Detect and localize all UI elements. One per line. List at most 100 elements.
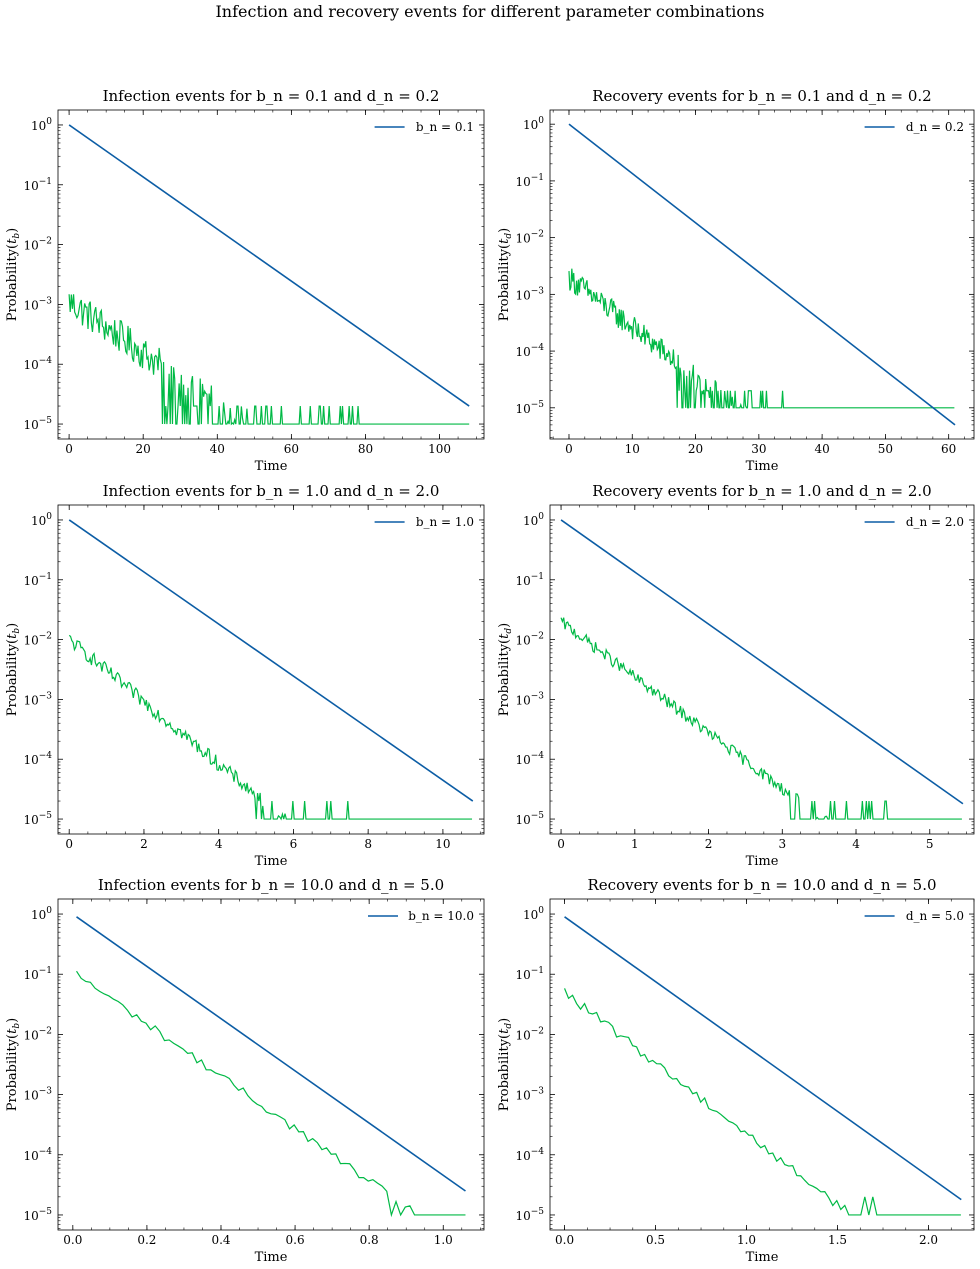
y-tick-label: 100 [523,116,544,132]
x-axis: 0 1 2 3 4 5 Time [557,505,967,869]
legend: b_n = 0.1 [374,120,474,134]
theory-series-line [68,124,470,407]
legend-label: b_n = 0.1 [416,120,474,134]
axes-frame [549,898,975,1231]
theory-series-line [76,916,466,1192]
x-axis-label: Time [746,854,779,869]
y-axis: 10−5 10−4 10−3 10−2 10−1 100 Probability(td) [497,512,974,833]
legend-label: d_n = 2.0 [906,515,964,529]
subplot-4: Recovery events for b_n = 1.0 and d_n = … [497,482,975,869]
x-axis-label: Time [746,1250,779,1265]
y-tick-label: 10−1 [23,572,52,588]
x-axis-label: Time [746,459,779,474]
plot-area [568,123,956,426]
x-tick-label: 0 [557,837,565,851]
y-axis: 10−5 10−4 10−3 10−2 10−1 100 Probability(td) [497,906,974,1229]
subplot-1: Infection events for b_n = 0.1 and d_n =… [5,87,485,474]
plot-area [560,519,964,821]
y-tick-label: 10−5 [515,811,544,827]
y-tick-label: 10−4 [515,343,544,359]
y-tick-label: 10−2 [515,230,544,246]
subplot-2: Recovery events for b_n = 0.1 and d_n = … [497,87,975,474]
legend: b_n = 1.0 [374,515,474,529]
x-tick-label: 0.0 [555,1233,574,1247]
y-tick-label: 10−3 [23,296,52,312]
y-axis-label: Probability(tb) [5,1018,22,1111]
x-tick-label: 0.8 [360,1233,379,1247]
axes-frame [57,898,485,1231]
legend-label: b_n = 10.0 [408,909,474,923]
y-tick-label: 10−1 [515,966,544,982]
y-tick-label: 10−2 [23,632,52,648]
y-tick-label: 10−5 [23,1207,52,1223]
empirical-series-line [68,634,473,821]
empirical-series-line [76,970,466,1218]
y-tick-label: 10−1 [23,966,52,982]
theory-series-line [564,916,962,1201]
theory-series-line [560,519,964,805]
y-axis-label: Probability(td) [497,228,514,321]
y-tick-label: 10−2 [23,1026,52,1042]
plot-area [564,916,962,1216]
x-tick-label: 8 [364,837,372,851]
x-axis: 0 2 4 6 8 10 Time [65,505,481,869]
y-tick-label: 10−2 [23,237,52,253]
subplot-title: Infection events for b_n = 1.0 and d_n =… [103,482,440,500]
subplot-title: Recovery events for b_n = 10.0 and d_n =… [588,876,937,894]
legend: d_n = 5.0 [864,909,964,923]
x-tick-label: 80 [358,442,373,456]
y-tick-label: 10−3 [23,691,52,707]
x-tick-label: 50 [878,442,893,456]
x-tick-label: 1 [631,837,639,851]
y-axis: 10−5 10−4 10−3 10−2 10−1 100 Probability(tb) [5,512,484,833]
plot-area [68,124,470,426]
subplot-title: Infection events for b_n = 10.0 and d_n … [98,876,444,894]
legend-label: d_n = 5.0 [906,909,964,923]
y-tick-label: 10−2 [515,1026,544,1042]
y-axis: 10−5 10−4 10−3 10−2 10−1 100 Probability(tb) [5,906,484,1229]
y-tick-label: 100 [523,512,544,528]
x-axis-label: Time [255,1250,288,1265]
x-tick-label: 10 [625,442,640,456]
y-tick-label: 100 [31,117,52,133]
y-tick-label: 10−3 [515,1087,544,1103]
subplot-title: Recovery events for b_n = 1.0 and d_n = … [592,482,931,500]
x-tick-label: 0.5 [646,1233,665,1247]
x-axis-label: Time [255,459,288,474]
x-tick-label: 2 [705,837,713,851]
y-tick-label: 10−4 [515,751,544,767]
y-tick-label: 10−4 [23,751,52,767]
subplot-5: Infection events for b_n = 10.0 and d_n … [5,876,485,1265]
empirical-series-line [568,268,955,409]
y-tick-label: 10−5 [23,416,52,432]
x-tick-label: 4 [215,837,223,851]
legend: d_n = 0.2 [864,120,964,134]
x-tick-label: 0 [65,442,73,456]
x-tick-label: 20 [688,442,703,456]
y-tick-label: 10−3 [23,1087,52,1103]
y-axis-label: Probability(td) [497,623,514,716]
legend: b_n = 10.0 [368,909,474,923]
subplot-6: Recovery events for b_n = 10.0 and d_n =… [497,876,975,1265]
axes-frame [57,504,485,835]
y-axis-label: Probability(tb) [5,623,22,716]
x-tick-label: 6 [290,837,298,851]
y-tick-label: 100 [31,906,52,922]
legend-label: b_n = 1.0 [416,515,474,529]
y-tick-label: 100 [31,512,52,528]
x-axis: 0 10 20 30 40 50 60 Time [552,110,965,474]
x-tick-label: 0.2 [137,1233,156,1247]
x-tick-label: 30 [751,442,766,456]
empirical-series-line [68,294,470,426]
y-tick-label: 10−2 [515,632,544,648]
y-tick-label: 10−3 [515,286,544,302]
x-tick-label: 4 [852,837,860,851]
x-tick-label: 60 [284,442,299,456]
y-axis-label: Probability(td) [497,1018,514,1111]
x-tick-label: 3 [778,837,786,851]
x-axis: 0.0 0.2 0.4 0.6 0.8 1.0 Time [63,899,481,1265]
y-tick-label: 10−1 [515,173,544,189]
y-tick-label: 100 [523,906,544,922]
x-axis: 0 20 40 60 80 100 Time [65,110,477,474]
legend: d_n = 2.0 [864,515,964,529]
